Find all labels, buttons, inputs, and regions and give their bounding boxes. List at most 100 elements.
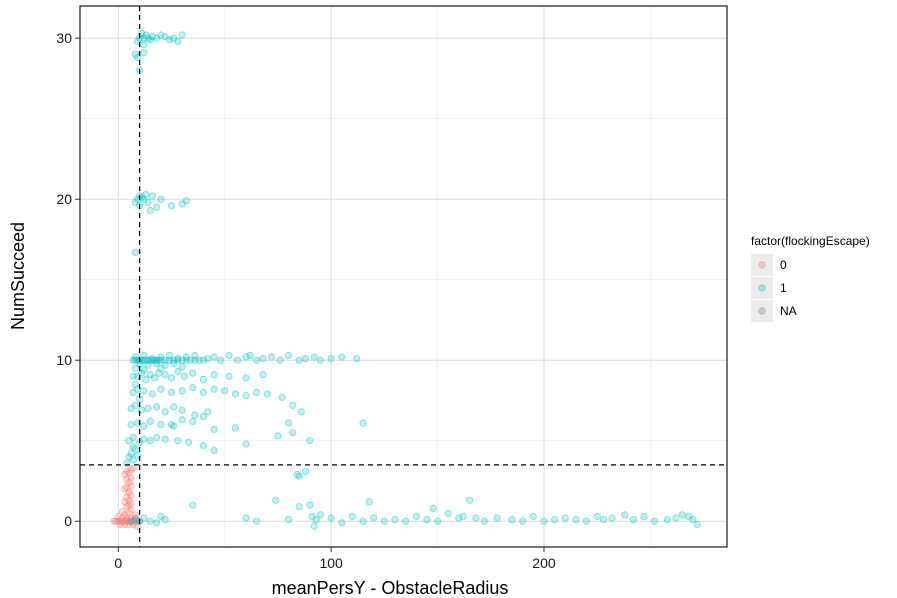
data-point-1 — [146, 517, 154, 525]
data-point-1 — [310, 353, 318, 361]
data-point-1 — [127, 517, 135, 525]
data-point-1 — [180, 372, 188, 380]
data-point-0 — [123, 467, 131, 475]
data-point-1 — [689, 515, 697, 524]
data-point-1 — [140, 387, 148, 395]
data-point-1 — [184, 438, 193, 446]
data-point-1 — [210, 446, 218, 454]
data-point-0 — [127, 499, 135, 508]
data-point-1 — [295, 472, 303, 480]
data-point-1 — [412, 512, 420, 521]
data-point-0 — [123, 514, 131, 522]
legend-key-symbol — [758, 261, 766, 269]
data-point-1 — [267, 353, 276, 361]
data-point-1 — [178, 416, 186, 424]
data-point-1 — [150, 356, 159, 364]
data-point-1 — [685, 512, 693, 521]
data-point-1 — [199, 375, 207, 384]
data-point-1 — [146, 437, 154, 445]
data-point-1 — [210, 353, 218, 361]
data-point-0 — [127, 514, 135, 522]
data-point-1 — [131, 401, 139, 409]
data-point-1 — [140, 195, 148, 203]
data-point-0 — [116, 517, 125, 525]
data-point-1 — [582, 517, 591, 525]
data-point-1 — [157, 420, 165, 429]
data-point-1 — [259, 371, 267, 379]
data-point-1 — [278, 393, 286, 401]
data-point-1 — [153, 356, 161, 364]
data-point-1 — [338, 519, 346, 527]
data-point-1 — [161, 32, 169, 41]
data-point-1 — [301, 467, 310, 475]
data-point-1 — [199, 356, 207, 364]
data-point-1 — [148, 192, 156, 200]
data-point-1 — [629, 515, 638, 524]
data-point-1 — [178, 356, 186, 364]
data-point-1 — [242, 374, 250, 382]
data-point-1 — [274, 432, 282, 440]
data-point-1 — [161, 515, 169, 524]
data-point-1 — [129, 456, 137, 464]
data-point-1 — [182, 356, 190, 364]
data-point-1 — [301, 354, 310, 363]
data-point-1 — [174, 356, 182, 364]
data-point-1 — [284, 419, 293, 427]
data-point-0 — [127, 517, 135, 525]
data-point-1 — [131, 50, 139, 58]
data-point-1 — [165, 36, 173, 44]
data-point-0 — [112, 517, 120, 525]
data-point-1 — [189, 369, 197, 377]
data-point-1 — [297, 408, 305, 416]
data-point-1 — [140, 366, 148, 374]
data-point-0 — [131, 514, 139, 522]
data-point-1 — [127, 404, 135, 413]
legend-label: 1 — [780, 281, 787, 295]
data-point-1 — [178, 31, 186, 39]
data-point-1 — [150, 374, 159, 382]
y-axis-title: NumSucceed — [8, 222, 28, 330]
data-point-1 — [480, 517, 488, 525]
data-point-1 — [144, 34, 152, 42]
data-point-1 — [174, 354, 182, 363]
x-axis-title: meanPersY - ObstacleRadius — [272, 578, 509, 598]
data-point-1 — [189, 417, 197, 425]
data-point-1 — [540, 517, 548, 525]
data-point-1 — [142, 356, 150, 364]
data-point-1 — [242, 353, 250, 361]
data-point-1 — [216, 356, 225, 364]
data-point-0 — [110, 517, 118, 525]
y-tick-label: 0 — [64, 513, 72, 529]
data-point-1 — [144, 361, 152, 369]
data-point-1 — [174, 37, 182, 46]
data-point-1 — [187, 356, 195, 364]
data-point-1 — [153, 203, 161, 211]
data-point-1 — [272, 496, 280, 504]
data-points — [110, 29, 701, 530]
data-point-1 — [129, 388, 137, 396]
y-axis-ticks: 0 10 20 30 — [56, 30, 80, 529]
x-tick-label: 100 — [319, 555, 343, 571]
data-point-1 — [327, 514, 335, 522]
data-point-1 — [429, 504, 437, 512]
data-point-1 — [231, 424, 239, 432]
data-point-1 — [148, 390, 156, 398]
data-point-1 — [678, 511, 686, 519]
data-point-0 — [125, 469, 133, 477]
legend-label: 0 — [780, 258, 787, 272]
data-point-1 — [195, 356, 203, 364]
data-point-0 — [129, 520, 137, 529]
data-point-1 — [263, 390, 271, 398]
data-point-1 — [365, 498, 373, 506]
y-tick-label: 30 — [56, 30, 72, 46]
data-point-1 — [146, 417, 154, 425]
data-point-1 — [174, 367, 182, 376]
data-point-1 — [455, 514, 463, 522]
data-point-1 — [204, 408, 212, 416]
data-point-1 — [276, 356, 284, 364]
data-point-0 — [123, 475, 131, 483]
data-point-1 — [182, 197, 190, 205]
data-point-1 — [493, 514, 501, 522]
data-point-1 — [127, 420, 135, 429]
data-point-1 — [140, 40, 148, 49]
